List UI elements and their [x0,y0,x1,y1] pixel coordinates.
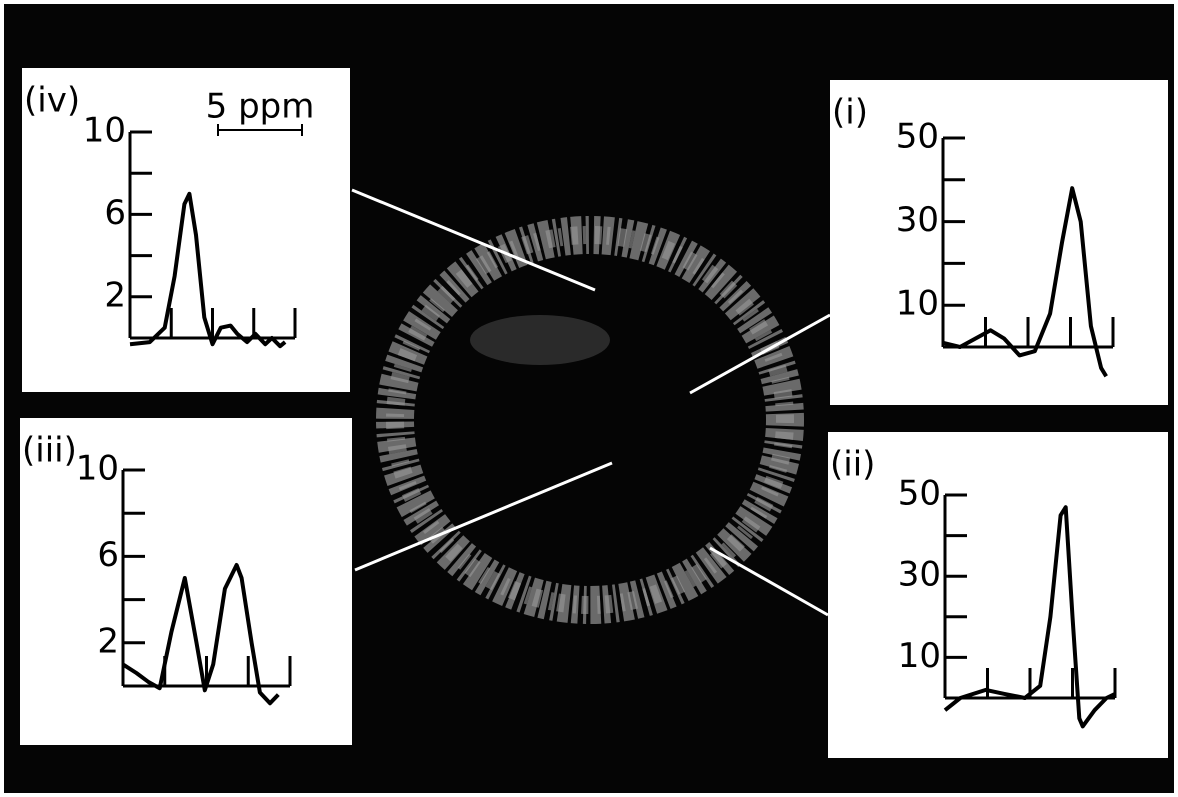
y-tick-label: 30 [896,200,939,240]
y-tick-label: 30 [898,555,941,595]
panel-label: (i) [832,93,868,133]
y-tick-label: 10 [83,111,126,151]
y-tick-label: 10 [76,449,119,489]
inner-region [470,315,610,365]
y-tick-label: 2 [97,621,119,661]
panel-label: (iv) [24,81,80,121]
panel-label: (ii) [830,445,875,485]
y-tick-label: 10 [898,636,941,676]
y-tick-label: 50 [898,474,941,514]
y-tick-label: 6 [97,535,119,575]
panel-label: (iii) [22,431,77,471]
y-tick-label: 6 [104,193,126,233]
page: (i)103050(ii)103050(iii)2610(iv)26105 pp… [0,0,1178,797]
scale-bar-label: 5 ppm [206,87,315,127]
y-tick-label: 2 [104,275,126,315]
figure: (i)103050(ii)103050(iii)2610(iv)26105 pp… [0,0,1178,797]
panel [830,80,1168,405]
panel [828,432,1168,758]
y-tick-label: 50 [896,117,939,157]
y-tick-label: 10 [896,284,939,324]
